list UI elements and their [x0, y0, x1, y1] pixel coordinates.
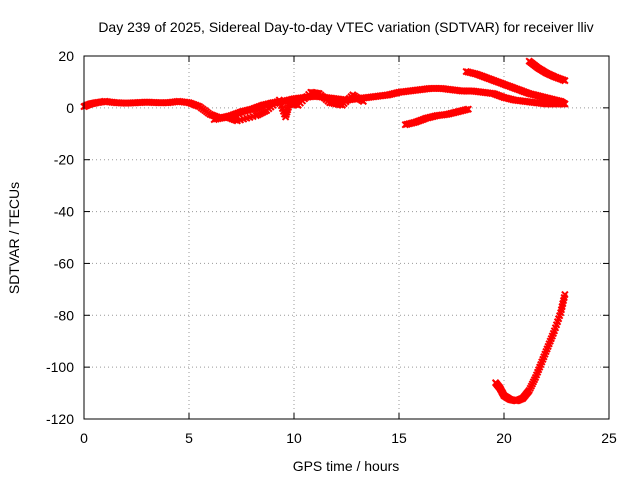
y-tick-label: -40: [54, 204, 74, 220]
series-descending-b: [525, 57, 569, 85]
axis-ticks: 0 5 10 15 20 25 -120 -100 -80 -60 -40 -20 0 20: [46, 48, 617, 446]
y-tick-label: 20: [58, 48, 74, 64]
data-point: [359, 97, 368, 106]
x-tick-label: 5: [185, 430, 193, 446]
series-negative-arc: [401, 105, 473, 129]
series-descending-a: [462, 67, 569, 108]
data-point: [561, 76, 569, 85]
y-tick-label: -80: [54, 307, 74, 323]
x-tick-label: 15: [391, 430, 407, 446]
y-tick-label: -20: [54, 152, 74, 168]
x-tick-label: 25: [601, 430, 617, 446]
y-tick-label: -100: [46, 359, 74, 375]
y-tick-label: -60: [54, 255, 74, 271]
y-tick-label: -120: [46, 411, 74, 427]
x-tick-label: 20: [496, 430, 512, 446]
y-axis-label: SDTVAR / TECUs: [6, 182, 22, 294]
grid-lines: [84, 56, 609, 419]
data-point: [464, 105, 473, 113]
data-marks: [80, 57, 569, 405]
plot-frame: [83, 55, 610, 420]
series-scatter-burst: [210, 88, 368, 125]
x-tick-label: 10: [286, 430, 302, 446]
data-point: [561, 100, 569, 108]
chart-title: Day 239 of 2025, Sidereal Day-to-day VTE…: [98, 19, 593, 35]
series-deep-dip: [491, 290, 569, 405]
data-point: [561, 290, 569, 299]
x-axis-label: GPS time / hours: [293, 458, 400, 474]
x-tick-label: 0: [80, 430, 88, 446]
y-tick-label: 0: [66, 100, 74, 116]
